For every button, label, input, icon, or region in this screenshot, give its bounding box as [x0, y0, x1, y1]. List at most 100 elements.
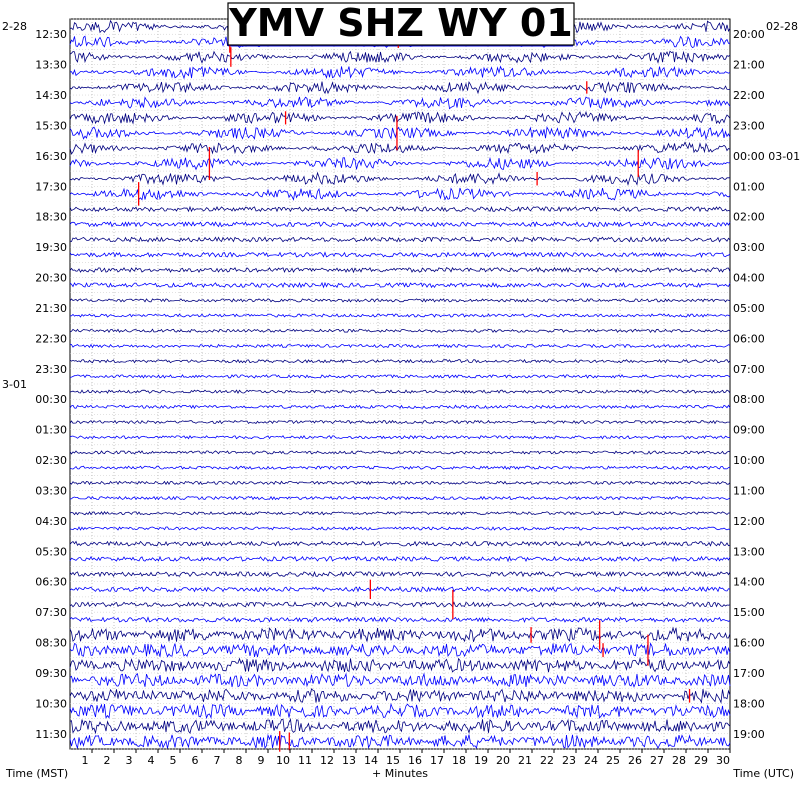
x-tick-label: 26 [628, 754, 642, 767]
seismic-trace [69, 343, 731, 349]
seismic-trace [69, 404, 731, 410]
x-tick-label: 8 [236, 754, 243, 767]
right-time-label: 00:00 03-01 [733, 150, 800, 163]
left-time-label: 09:30 [35, 667, 67, 680]
seismic-trace [69, 65, 731, 80]
title-box [227, 2, 575, 46]
seismic-trace [69, 616, 731, 623]
seismic-trace [69, 389, 731, 394]
seismic-trace [69, 450, 731, 455]
seismic-trace [69, 251, 731, 258]
left-time-label: 15:30 [35, 119, 67, 132]
seismic-trace [69, 672, 731, 688]
left-time-label: 02:30 [35, 454, 67, 467]
right-time-label: 18:00 [733, 697, 765, 710]
seismic-trace [69, 526, 731, 531]
left-time-label: 13:30 [35, 59, 67, 72]
x-tick-label: 23 [562, 754, 576, 767]
x-tick-label: 17 [430, 754, 444, 767]
x-tick-label: 28 [672, 754, 686, 767]
right-time-label: 23:00 [733, 119, 765, 132]
seismic-trace [69, 126, 731, 141]
right-time-label: 04:00 [733, 272, 765, 285]
right-time-label: 19:00 [733, 728, 765, 741]
right-time-label: 02:00 [733, 211, 765, 224]
right-time-label: 05:00 [733, 302, 765, 315]
seismic-trace [69, 586, 731, 593]
left-time-label: 22:30 [35, 332, 67, 345]
left-time-label: 21:30 [35, 302, 67, 315]
right-time-label: 13:00 [733, 545, 765, 558]
left-time-label: 17:30 [35, 180, 67, 193]
seismic-trace [69, 281, 731, 289]
x-tick-label: 11 [298, 754, 312, 767]
seismic-trace [69, 298, 731, 303]
x-tick-label: 3 [126, 754, 133, 767]
left-time-label: 00:30 [35, 393, 67, 406]
x-axis-label: + Minutes [372, 767, 428, 780]
right-time-label: 06:00 [733, 332, 765, 345]
right-time-label: 22:00 [733, 89, 765, 102]
right-time-label: 08:00 [733, 393, 765, 406]
seismic-trace [69, 50, 731, 64]
left-date-label-mid: 3-01 [2, 378, 27, 391]
seismic-trace [69, 110, 731, 125]
seismic-trace [69, 626, 731, 643]
x-tick-label: 25 [606, 754, 620, 767]
left-time-label: 01:30 [35, 424, 67, 437]
right-time-label: 20:00 [733, 28, 765, 41]
left-time-label: 19:30 [35, 241, 67, 254]
left-time-label: 08:30 [35, 637, 67, 650]
seismic-trace [69, 495, 731, 501]
seismic-trace [69, 358, 731, 364]
seismic-trace [69, 187, 731, 201]
left-time-label: 20:30 [35, 272, 67, 285]
time-grid [70, 18, 730, 750]
x-tick-label: 2 [104, 754, 111, 767]
seismic-trace [69, 141, 731, 155]
left-date-label-start: 2-28 [2, 20, 27, 33]
seismic-trace [69, 35, 730, 49]
right-time-label: 21:00 [733, 59, 765, 72]
seismic-trace [69, 601, 731, 608]
x-tick-label: 16 [408, 754, 422, 767]
x-tick-label: 22 [540, 754, 554, 767]
seismic-trace [69, 657, 731, 673]
seismic-trace [69, 511, 730, 516]
x-tick-label: 13 [342, 754, 356, 767]
seismic-trace [69, 81, 731, 95]
seismic-trace [69, 96, 731, 110]
x-tick-label: 29 [694, 754, 708, 767]
left-time-label: 11:30 [35, 728, 67, 741]
right-time-label: 11:00 [733, 484, 765, 497]
seismic-trace [69, 555, 731, 563]
seismic-trace [69, 642, 731, 658]
right-time-label: 16:00 [733, 637, 765, 650]
seismic-trace [69, 718, 731, 735]
left-time-label: 23:30 [35, 363, 67, 376]
x-tick-label: 24 [584, 754, 598, 767]
seismic-trace [69, 480, 731, 486]
left-time-label: 14:30 [35, 89, 67, 102]
left-time-label: 18:30 [35, 211, 67, 224]
seismic-trace [69, 702, 731, 720]
left-time-label: 04:30 [35, 515, 67, 528]
seismic-trace [69, 156, 731, 171]
seismic-trace [69, 221, 731, 228]
seismic-trace [69, 540, 731, 547]
right-time-label: 03:00 [733, 241, 765, 254]
x-tick-label: 30 [716, 754, 730, 767]
seismic-trace [69, 733, 731, 750]
minute-ticks: 1 2 3 4 5 6 7 8 9 10 11 12 13 14 15 16 17 18 19 20 21 22 23 24 2… [82, 749, 731, 767]
right-time-label: 09:00 [733, 424, 765, 437]
right-time-labels: 20:00 21:00 22:00 23:00 00:00 03-01 01:00 02:0… [733, 28, 800, 741]
x-tick-label: 27 [650, 754, 664, 767]
left-time-label: 07:30 [35, 606, 67, 619]
x-tick-label: 10 [276, 754, 290, 767]
x-tick-label: 5 [170, 754, 177, 767]
left-time-label: 03:30 [35, 484, 67, 497]
seismic-trace [69, 465, 731, 470]
right-time-label: 12:00 [733, 515, 765, 528]
right-time-label: 14:00 [733, 576, 765, 589]
